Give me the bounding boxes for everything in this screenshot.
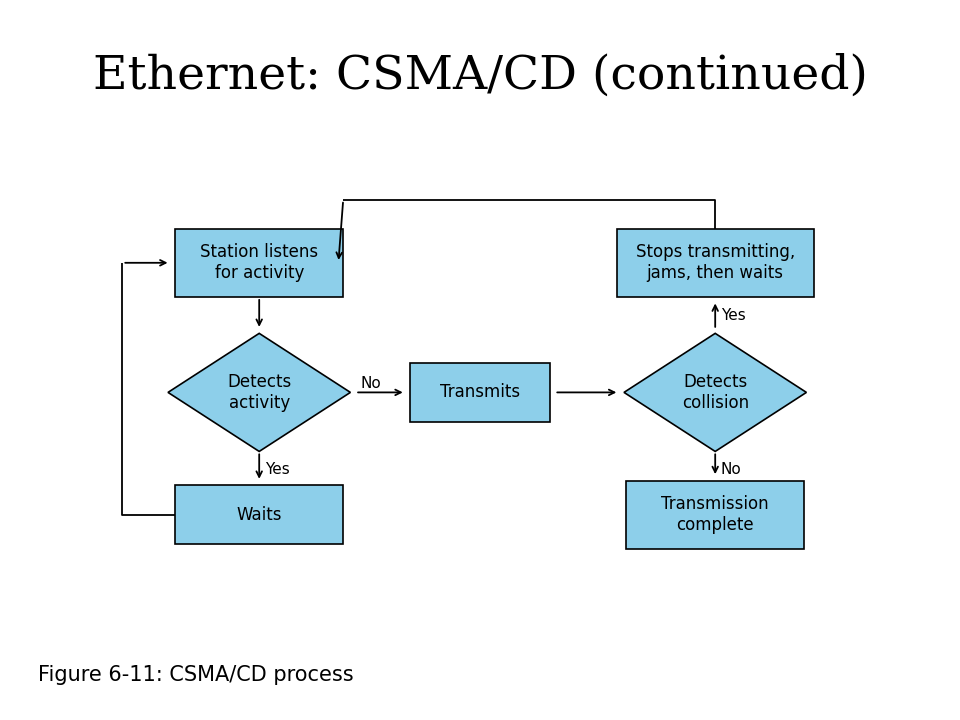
Polygon shape [168,333,350,451]
Polygon shape [624,333,806,451]
FancyBboxPatch shape [176,485,344,544]
Text: Waits: Waits [236,505,282,524]
Text: Detects
activity: Detects activity [228,373,291,412]
Text: Figure 6-11: CSMA/CD process: Figure 6-11: CSMA/CD process [38,665,354,685]
Text: Station listens
for activity: Station listens for activity [200,243,319,282]
Text: Ethernet: CSMA/CD (continued): Ethernet: CSMA/CD (continued) [92,53,868,98]
Text: Yes: Yes [721,308,746,323]
Text: Transmission
complete: Transmission complete [661,495,769,534]
Text: No: No [360,376,381,390]
Text: Yes: Yes [265,462,290,477]
FancyBboxPatch shape [626,481,804,549]
Text: No: No [721,462,742,477]
Text: Stops transmitting,
jams, then waits: Stops transmitting, jams, then waits [636,243,795,282]
Text: Transmits: Transmits [440,383,520,401]
FancyBboxPatch shape [411,363,549,422]
FancyBboxPatch shape [616,229,813,297]
Text: Detects
collision: Detects collision [682,373,749,412]
FancyBboxPatch shape [176,229,344,297]
